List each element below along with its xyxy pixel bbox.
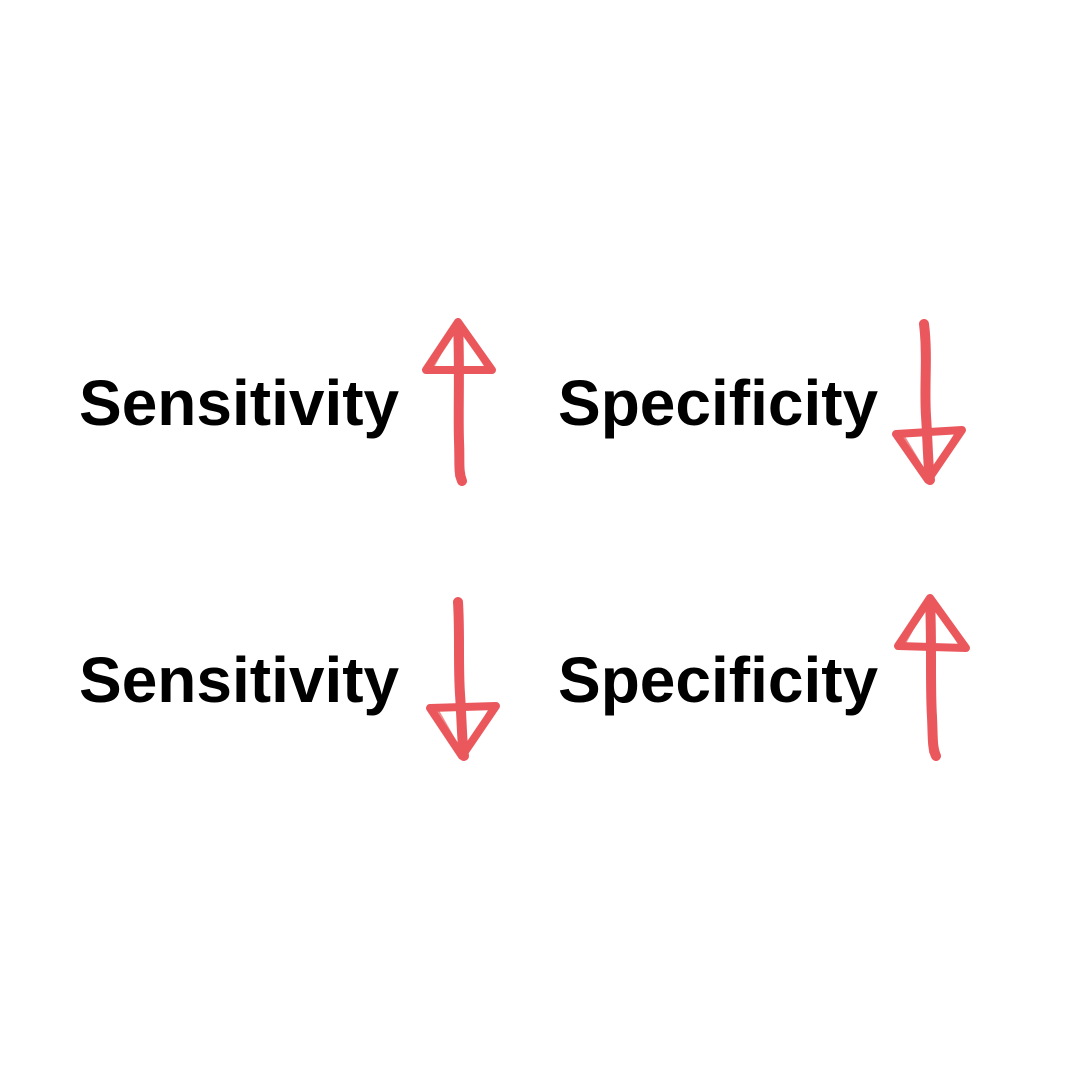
up-arrow-svg [894, 594, 970, 761]
up-arrow-icon [890, 592, 974, 762]
down-arrow-icon [422, 594, 506, 764]
up-arrow-icon [418, 316, 502, 486]
row2-right-label: Specificity [558, 644, 879, 716]
row1-right-label: Specificity [558, 367, 879, 439]
down-arrow-svg [892, 319, 966, 485]
up-arrow-svg [422, 318, 496, 486]
down-arrow-svg [426, 597, 500, 761]
row2-left-label: Sensitivity [79, 644, 400, 716]
down-arrow-icon [888, 316, 972, 486]
row1-left-label: Sensitivity [79, 367, 400, 439]
